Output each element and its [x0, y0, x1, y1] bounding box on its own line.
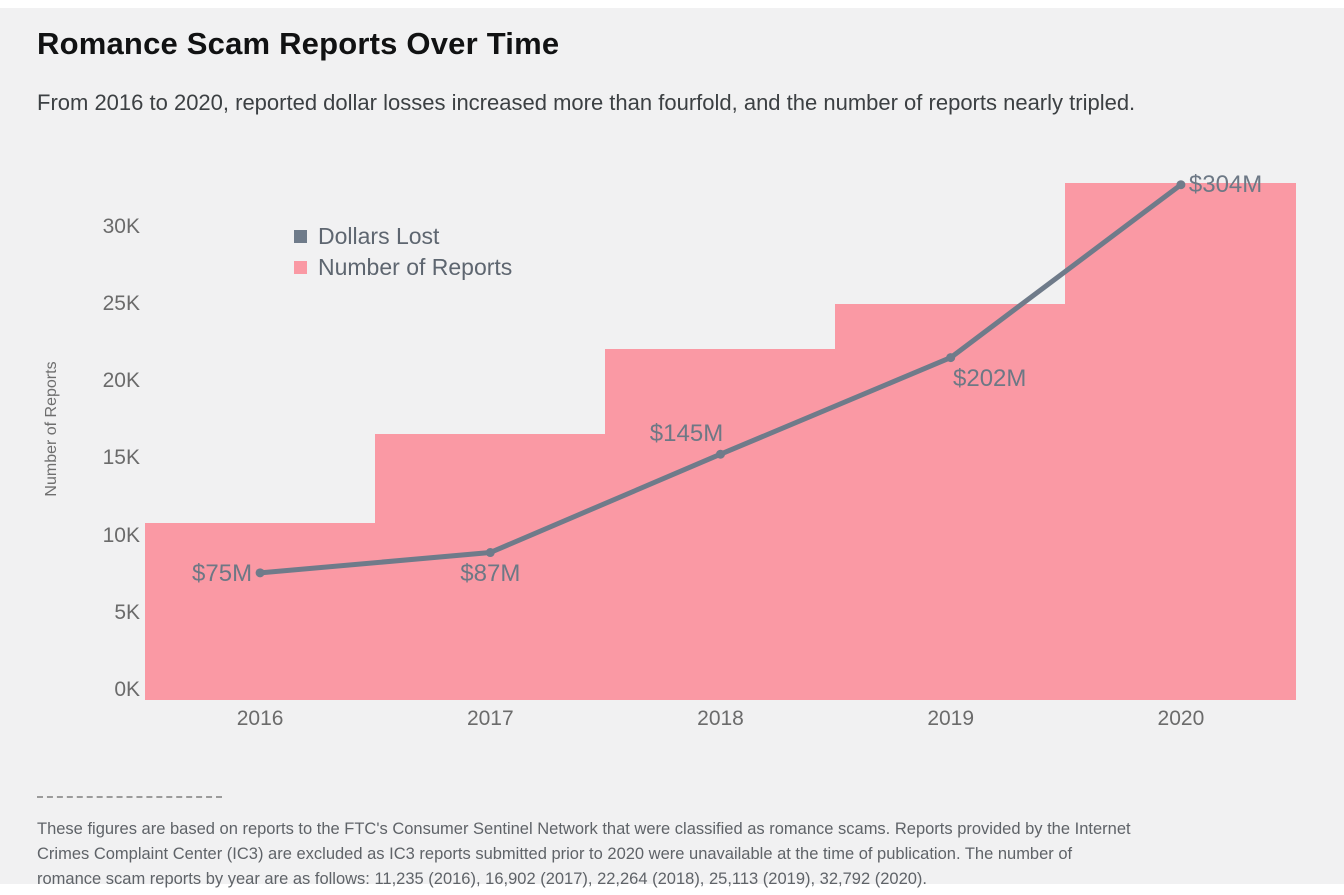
x-tick-2017: 2017 — [466, 707, 514, 730]
footnote-line: romance scam reports by year are as foll… — [37, 870, 928, 888]
chart-legend: Dollars Lost Number of Reports — [294, 221, 512, 283]
chart-title: Romance Scam Reports Over Time — [37, 26, 560, 61]
legend-item-dollars-lost: Dollars Lost — [294, 221, 512, 252]
y-tick-25K: 25K — [102, 292, 140, 316]
footnote-divider — [37, 796, 222, 798]
legend-label: Dollars Lost — [318, 223, 440, 249]
line-point-2017 — [485, 548, 495, 558]
report-bar-2016 — [144, 522, 376, 700]
line-point-2018 — [716, 449, 725, 459]
y-axis-title: Number of Reports — [43, 361, 60, 497]
number-of-reports-swatch-icon — [294, 261, 307, 274]
legend-item-number-of-reports: Number of Reports — [294, 252, 512, 283]
line-point-2020 — [1176, 180, 1186, 190]
report-bar-2020 — [1065, 183, 1297, 700]
plot-area — [144, 183, 1297, 700]
chart-subtitle: From 2016 to 2020, reported dollar losse… — [37, 90, 1136, 115]
footnote-line: Crimes Complaint Center (IC3) are exclud… — [37, 845, 1073, 863]
report-bar-2019 — [835, 304, 1067, 700]
dollars-label-2018: $145M — [649, 420, 724, 448]
footnote-line: These figures are based on reports to th… — [37, 820, 1131, 838]
line-point-2016 — [255, 568, 265, 578]
legend-label: Number of Reports — [318, 254, 513, 280]
x-tick-2020: 2020 — [1157, 707, 1205, 730]
y-tick-30K: 30K — [102, 214, 140, 238]
y-tick-20K: 20K — [102, 369, 140, 393]
y-tick-5K: 5K — [114, 600, 140, 624]
x-tick-2018: 2018 — [697, 707, 744, 730]
dollars-lost-swatch-icon — [294, 230, 307, 243]
y-tick-15K: 15K — [102, 446, 140, 470]
dollars-label-2020: $304M — [1188, 170, 1263, 198]
x-tick-2019: 2019 — [927, 707, 975, 730]
y-tick-0K: 0K — [114, 678, 140, 701]
report-bar-2017 — [374, 433, 606, 700]
y-tick-10K: 10K — [102, 523, 140, 547]
dollars-label-2019: $202M — [952, 364, 1027, 392]
footnote: These figures are based on reports to th… — [37, 817, 1307, 892]
dollars-label-2016: $75M — [192, 559, 253, 587]
dollars-label-2017: $87M — [460, 559, 521, 587]
x-tick-2016: 2016 — [236, 707, 284, 730]
line-point-2019 — [946, 353, 956, 363]
report-bar-2018 — [604, 349, 837, 700]
dollars-lost-line — [255, 180, 1186, 578]
